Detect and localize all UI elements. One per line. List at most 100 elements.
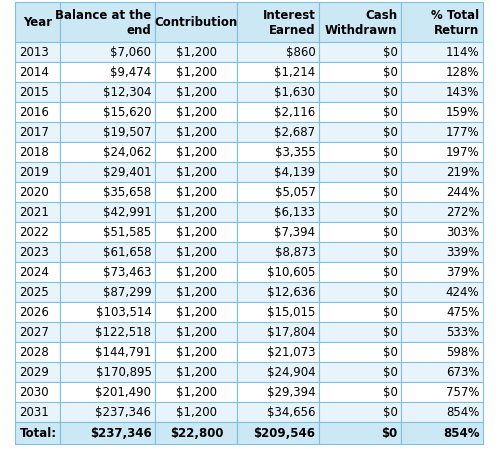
Text: $1,200: $1,200 — [176, 306, 217, 319]
Text: $29,394: $29,394 — [267, 386, 315, 399]
Text: 272%: 272% — [446, 206, 480, 219]
Text: $5,057: $5,057 — [274, 186, 315, 199]
Text: $0: $0 — [383, 166, 398, 179]
Text: 673%: 673% — [446, 366, 480, 379]
Bar — [402, 362, 484, 382]
Bar — [402, 282, 484, 302]
Text: Year: Year — [23, 17, 52, 30]
Text: $0: $0 — [383, 366, 398, 379]
Bar — [402, 83, 484, 103]
Bar — [15, 322, 60, 342]
Text: $237,346: $237,346 — [95, 406, 152, 419]
Bar — [238, 163, 319, 182]
Bar — [15, 282, 60, 302]
Bar — [60, 342, 156, 362]
Bar — [60, 382, 156, 402]
Bar — [402, 103, 484, 123]
Text: $0: $0 — [383, 386, 398, 399]
Bar — [156, 322, 238, 342]
Text: $0: $0 — [383, 46, 398, 59]
Bar — [402, 223, 484, 243]
Bar — [60, 402, 156, 422]
Bar — [319, 302, 402, 322]
Bar — [319, 382, 402, 402]
Bar — [319, 322, 402, 342]
Text: $1,200: $1,200 — [176, 206, 217, 219]
Bar — [319, 223, 402, 243]
Text: $6,133: $6,133 — [274, 206, 315, 219]
Bar — [15, 103, 60, 123]
Bar — [319, 263, 402, 282]
Bar — [402, 402, 484, 422]
Bar — [238, 123, 319, 143]
Text: 2025: 2025 — [19, 286, 49, 299]
Bar — [156, 43, 238, 63]
Text: 2029: 2029 — [19, 366, 49, 379]
Text: $0: $0 — [383, 146, 398, 159]
Bar — [15, 243, 60, 263]
Bar — [319, 83, 402, 103]
Bar — [156, 243, 238, 263]
Bar — [156, 123, 238, 143]
Bar — [402, 163, 484, 182]
Text: $1,200: $1,200 — [176, 146, 217, 159]
Bar — [156, 223, 238, 243]
Bar — [238, 202, 319, 223]
Bar — [60, 63, 156, 83]
Text: $4,139: $4,139 — [274, 166, 315, 179]
Text: $103,514: $103,514 — [96, 306, 152, 319]
Text: 114%: 114% — [446, 46, 480, 59]
Text: $1,200: $1,200 — [176, 406, 217, 419]
Bar — [60, 123, 156, 143]
Bar — [319, 182, 402, 202]
Text: $8,873: $8,873 — [274, 246, 315, 259]
Text: $209,546: $209,546 — [253, 426, 315, 439]
Bar — [402, 243, 484, 263]
Text: $1,200: $1,200 — [176, 186, 217, 199]
Bar — [15, 123, 60, 143]
Bar — [238, 362, 319, 382]
Bar — [15, 263, 60, 282]
Text: 2022: 2022 — [19, 226, 49, 239]
Bar — [15, 223, 60, 243]
Bar — [15, 402, 60, 422]
Text: $1,200: $1,200 — [176, 286, 217, 299]
Text: 143%: 143% — [446, 86, 480, 99]
Bar — [238, 342, 319, 362]
Bar — [60, 422, 156, 444]
Bar — [238, 402, 319, 422]
Bar — [60, 223, 156, 243]
Text: $0: $0 — [383, 326, 398, 339]
Text: $201,490: $201,490 — [95, 386, 152, 399]
Text: 2031: 2031 — [19, 406, 49, 419]
Bar — [156, 3, 238, 43]
Text: $170,895: $170,895 — [96, 366, 152, 379]
Text: 2023: 2023 — [19, 246, 49, 259]
Bar — [15, 3, 60, 43]
Text: 854%: 854% — [443, 426, 480, 439]
Bar — [319, 103, 402, 123]
Text: $122,518: $122,518 — [95, 326, 152, 339]
Text: $2,116: $2,116 — [274, 106, 315, 119]
Text: 2028: 2028 — [19, 346, 49, 359]
Bar — [319, 342, 402, 362]
Bar — [60, 302, 156, 322]
Bar — [238, 282, 319, 302]
Bar — [238, 243, 319, 263]
Bar — [60, 243, 156, 263]
Bar — [156, 202, 238, 223]
Bar — [402, 143, 484, 163]
Text: 757%: 757% — [446, 386, 480, 399]
Bar — [156, 83, 238, 103]
Bar — [238, 223, 319, 243]
Bar — [402, 422, 484, 444]
Text: $0: $0 — [383, 406, 398, 419]
Text: $1,200: $1,200 — [176, 346, 217, 359]
Bar — [15, 143, 60, 163]
Bar — [60, 263, 156, 282]
Text: $34,656: $34,656 — [267, 406, 315, 419]
Text: 2015: 2015 — [19, 86, 49, 99]
Bar — [156, 103, 238, 123]
Bar — [15, 422, 60, 444]
Bar — [156, 342, 238, 362]
